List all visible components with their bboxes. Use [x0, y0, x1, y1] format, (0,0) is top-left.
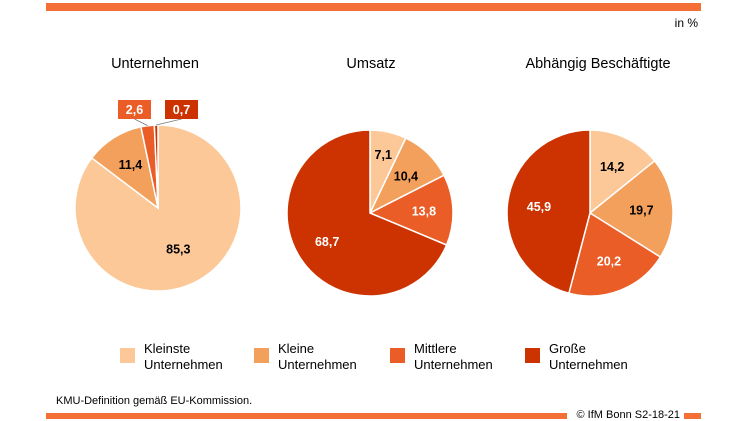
pie-0-label-grosse: 0,7 [173, 103, 190, 117]
credit: © IfM Bonn S2-18-21 [576, 409, 681, 421]
pie-2-label-kleinste: 14,2 [600, 160, 624, 174]
pie-1-label-kleine: 10,4 [394, 170, 418, 184]
pie-title-umsatz: Umsatz [346, 56, 396, 72]
pie-2-label-mittlere: 20,2 [597, 254, 621, 268]
legend-text-kleine-2: Unternehmen [278, 357, 357, 372]
pie-1-slice-grosse [286, 129, 448, 297]
legend-text-kleinste-2: Unternehmen [144, 357, 223, 372]
pie-2-label-grosse: 45,9 [527, 200, 551, 214]
legend-text-kleine-1: Kleine [278, 341, 315, 356]
legend-label-kleinste: Kleinste Unternehmen [144, 341, 254, 373]
legend-label-kleine: Kleine Unternehmen [278, 341, 388, 373]
legend-text-kleinste-1: Kleinste [144, 341, 191, 356]
pie-0-leader-mittlere [134, 118, 148, 127]
pie-0-callout-mittlere [118, 100, 151, 119]
pie-0-callout-grosse [165, 100, 198, 119]
legend-swatch-kleine [254, 348, 269, 363]
legend-label-mittlere: Mittlere Unternehmen [414, 341, 524, 373]
pie-0-label-kleine: 11,4 [119, 158, 143, 172]
pie-0-label-kleinste: 85,3 [166, 242, 190, 256]
unit-label: in % [674, 16, 698, 30]
pie-title-unternehmen: Unternehmen [111, 56, 199, 72]
bottom-accent-bar [46, 413, 567, 419]
legend-swatch-grosse [525, 348, 540, 363]
legend-text-grosse-2: Unternehmen [549, 357, 628, 372]
legend-item-mittlere: Mittlere Unternehmen [390, 341, 524, 373]
pie-0-slice-kleinste [74, 124, 242, 292]
legend-item-kleine: Kleine Unternehmen [254, 341, 388, 373]
footnote: KMU-Definition gemäß EU-Kommission. [56, 395, 253, 407]
top-accent-bar [46, 3, 701, 11]
pie-0-label-mittlere: 2,6 [126, 103, 143, 117]
pie-1-label-grosse: 68,7 [315, 235, 339, 249]
pie-2-slice-kleinste [589, 129, 656, 215]
pie-2-slice-grosse [506, 129, 591, 295]
pie-0-leader-grosse [156, 118, 182, 126]
legend-text-mittlere-2: Unternehmen [414, 357, 493, 372]
legend-item-kleinste: Kleinste Unternehmen [120, 341, 254, 373]
pie-1-slice-mittlere [368, 174, 454, 246]
pie-2-slice-mittlere [567, 211, 662, 297]
legend-label-grosse: Große Unternehmen [549, 341, 659, 373]
bottom-accent-bar-small [684, 413, 701, 419]
legend-item-grosse: Große Unternehmen [525, 341, 659, 373]
pie-title-beschaeftigte: Abhängig Beschäftigte [525, 56, 671, 72]
legend-text-grosse-1: Große [549, 341, 586, 356]
legend-swatch-kleinste [120, 348, 135, 363]
legend-text-mittlere-1: Mittlere [414, 341, 457, 356]
legend-swatch-mittlere [390, 348, 405, 363]
pie-1-label-mittlere: 13,8 [412, 204, 436, 218]
pie-1-label-kleinste: 7,1 [375, 148, 392, 162]
pie-2-label-kleine: 19,7 [629, 203, 653, 217]
pie-2-slice-kleine [588, 159, 674, 259]
